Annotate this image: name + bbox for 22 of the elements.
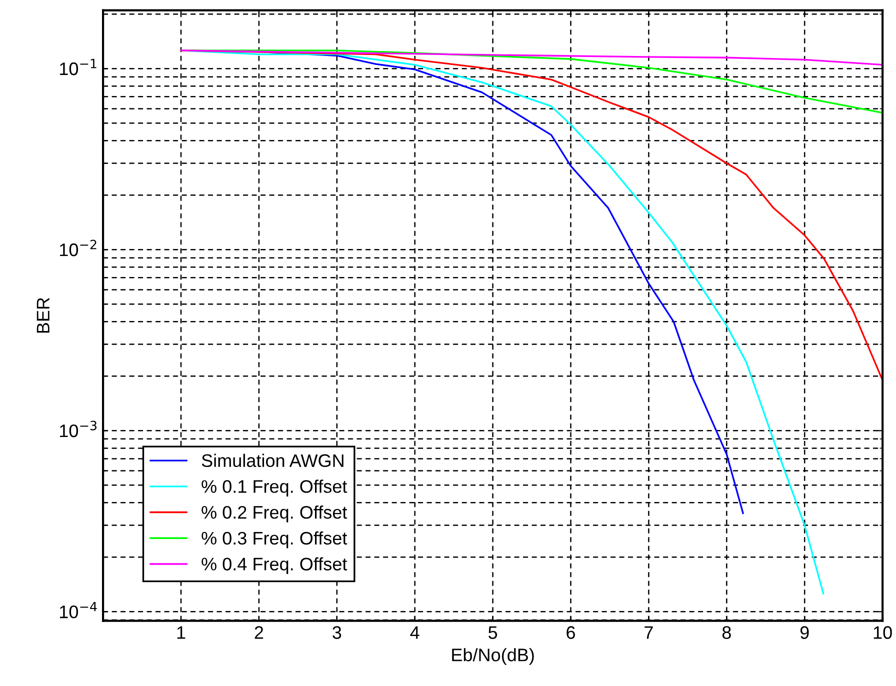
x-tick-label: 2 — [254, 626, 264, 639]
legend-label: Simulation AWGN — [202, 454, 344, 468]
x-tick-label: 5 — [488, 626, 498, 639]
y-tick-label: 10$^{−3}$ — [60, 420, 97, 438]
x-tick-label: 6 — [566, 626, 575, 639]
legend-label: % 0.2 Freq. Offset — [202, 506, 348, 522]
x-tick-label: 9 — [800, 626, 809, 639]
y-tick-label: 10$^{−1}$ — [60, 58, 96, 76]
x-axis-title: Eb/No(dB) — [452, 648, 534, 665]
x-tick-label: 3 — [332, 626, 342, 639]
x-tick-label: 1 — [177, 626, 186, 639]
line-series — [180, 50, 883, 66]
x-tick-label: 4 — [410, 626, 420, 639]
y-tick-label: 10$^{−2}$ — [60, 240, 96, 256]
x-tick-label: 8 — [722, 626, 731, 639]
legend-label: % 0.1 Freq. Offset — [202, 480, 348, 496]
y-tick-label: 10$^{−4}$ — [60, 602, 97, 618]
x-tick-label: 10 — [874, 626, 892, 639]
legend-label: % 0.4 Freq. Offset — [202, 557, 348, 574]
legend-label: % 0.3 Freq. Offset — [202, 531, 348, 548]
y-axis-title: BER — [36, 298, 50, 333]
x-tick-label: 7 — [644, 626, 653, 639]
